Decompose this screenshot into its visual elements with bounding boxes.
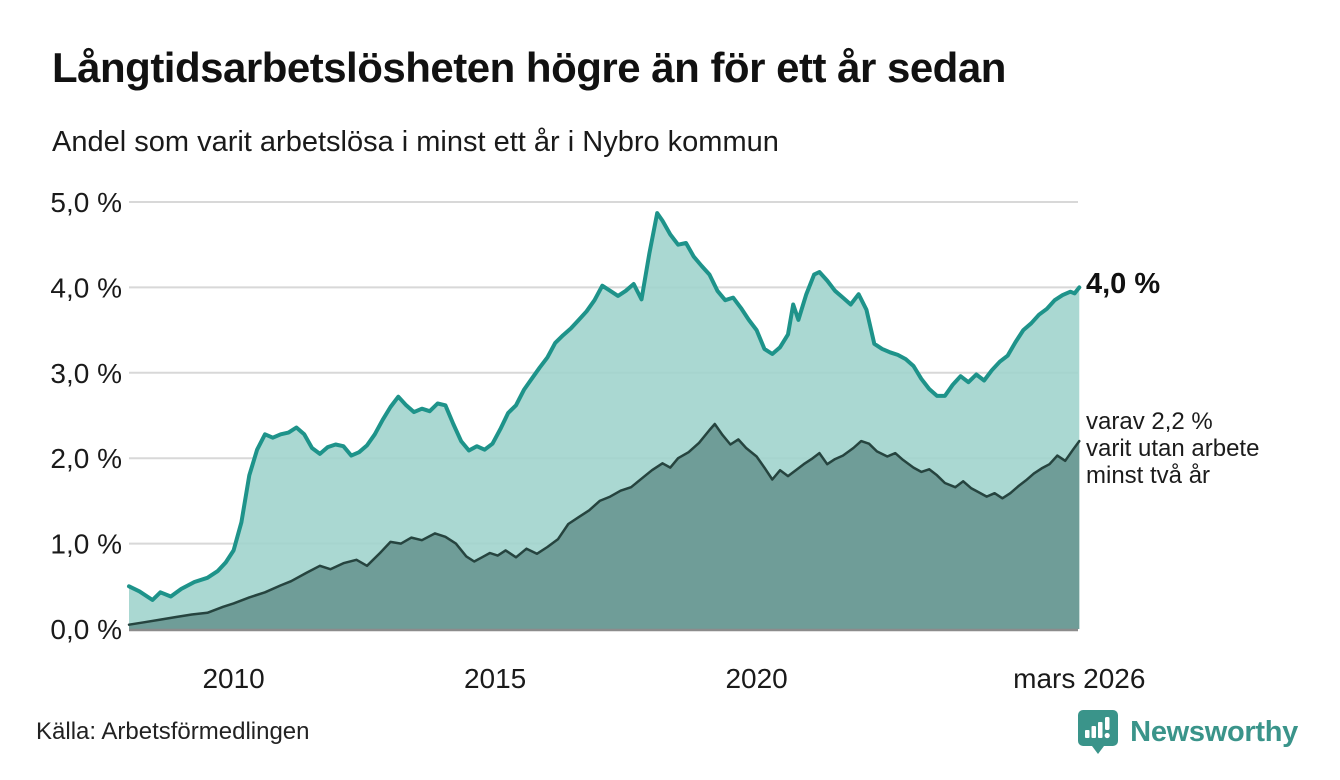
x-tick-label: 2015 [464, 663, 526, 694]
series-area [129, 424, 1080, 629]
y-tick-label: 2,0 % [50, 443, 122, 474]
annotation-line: minst två år [1086, 462, 1211, 489]
y-tick-label: 5,0 % [50, 187, 122, 218]
y-tick-label: 3,0 % [50, 358, 122, 389]
series-end-label-one-year: 4,0 % [1086, 268, 1161, 300]
annotation-line: varav 2,2 % [1086, 408, 1213, 435]
series-line [127, 422, 1081, 626]
y-tick-label: 0,0 % [50, 614, 122, 645]
series-end-label-two-years: varav 2,2 % varit utan arbete minst två … [1086, 408, 1259, 489]
chart-subtitle: Andel som varit arbetslösa i minst ett å… [52, 126, 779, 158]
x-tick-label: mars 2026 [1013, 663, 1145, 694]
bar-chart-bubble-icon [1078, 710, 1119, 754]
x-tick-label: 2020 [725, 663, 787, 694]
brand-wordmark: Newsworthy [1130, 715, 1298, 748]
newsworthy-logo: Newsworthy [1076, 708, 1298, 756]
annotation-line: varit utan arbete [1086, 435, 1260, 462]
series-line [127, 211, 1082, 602]
source-attribution: Källa: Arbetsförmedlingen [36, 718, 310, 745]
x-tick-label: 2010 [202, 663, 264, 694]
y-tick-label: 1,0 % [50, 529, 122, 560]
y-tick-label: 4,0 % [50, 272, 122, 303]
page-title: Långtidsarbetslösheten högre än för ett … [52, 44, 1006, 91]
